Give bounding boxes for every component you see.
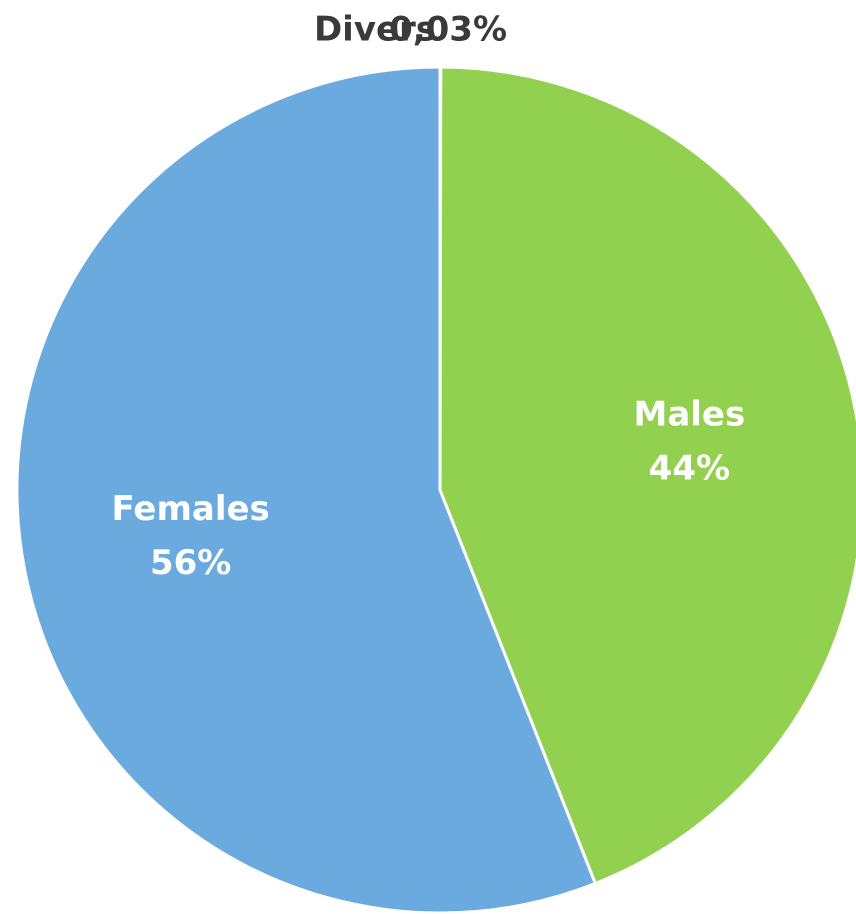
slice-label: Divers xyxy=(314,10,436,50)
value-label: 44% xyxy=(649,448,730,488)
slice-label: Males xyxy=(634,394,746,434)
value-label: 0,03% xyxy=(389,10,507,50)
slice-label: Females xyxy=(112,489,270,529)
value-label: 56% xyxy=(150,543,231,583)
pie-slice xyxy=(15,65,598,914)
